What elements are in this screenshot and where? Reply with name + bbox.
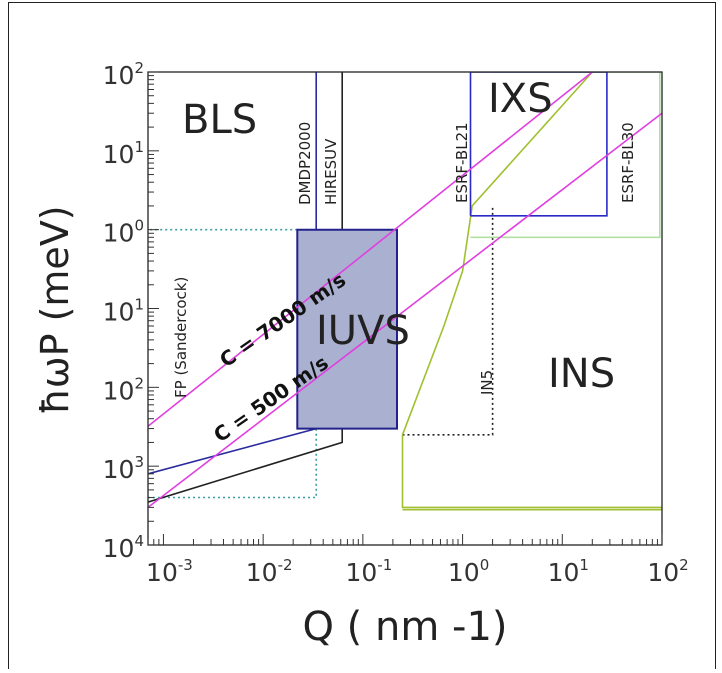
x-tick-label-base: 10	[345, 558, 377, 587]
x-axis-title: Q ( nm -1)	[302, 604, 507, 650]
series-esrf-bl21-line	[401, 72, 662, 511]
region-label-bls: BLS	[182, 97, 257, 143]
x-tick-label-exp: -3	[178, 556, 193, 574]
series-esrf-bl30-line	[470, 72, 661, 239]
series-layer	[148, 72, 662, 511]
y-tick-label-base: 10	[103, 534, 135, 563]
region-label-ixs: IXS	[488, 76, 553, 122]
y-tick-label: 101	[103, 138, 144, 169]
x-tick-label-base: 10	[146, 558, 178, 587]
y-tick-label-base: 10	[103, 140, 135, 169]
x-tick-label-exp: -1	[377, 556, 392, 574]
x-tick-label: 101	[548, 556, 589, 587]
y-tick-label-exp: 2	[134, 374, 144, 392]
y-tick-label-base: 10	[103, 219, 135, 248]
region-label-iuvs: IUVS	[316, 308, 410, 354]
y-tick-label-exp: 0	[134, 217, 144, 235]
x-tick-label-exp: 0	[480, 556, 490, 574]
line-label-bl21: ESRF-BL21	[453, 122, 471, 203]
line-label-bl30: ESRF-BL30	[619, 122, 637, 203]
x-tick-label: 10-1	[345, 556, 392, 587]
line-label-in5: IN5	[478, 370, 496, 395]
y-tick-label-exp: 1	[134, 296, 144, 314]
y-tick-label-exp: 4	[134, 532, 144, 550]
y-tick-label-exp: 3	[134, 453, 144, 471]
line-label-fp: FP (Sandercock)	[172, 277, 190, 398]
series-c-7000-m-s-line	[148, 72, 593, 427]
y-tick-label-exp: 1	[134, 138, 144, 156]
x-tick-label-base: 10	[647, 558, 679, 587]
y-tick-label: 102	[103, 374, 144, 405]
x-tick-label-base: 10	[246, 558, 278, 587]
y-tick-label-base: 10	[103, 61, 135, 90]
line-label-dmdp: DMDP2000	[296, 122, 314, 205]
axes-layer: 10-3 10-2 10-1 100 101 1021041031021011001011…	[103, 59, 689, 587]
x-tick-label: 10-3	[146, 556, 193, 587]
chart-frame	[8, 2, 716, 669]
y-tick-label: 104	[103, 532, 144, 563]
x-tick-label: 100	[448, 556, 489, 587]
x-tick-label-base: 10	[548, 558, 580, 587]
y-axis-title: ħωP (meV)	[33, 205, 77, 414]
y-tick-label: 103	[103, 453, 144, 484]
x-tick-label-exp: -2	[278, 556, 293, 574]
series-ixs-line	[469, 72, 608, 217]
x-tick-label: 102	[647, 556, 688, 587]
y-tick-label: 101	[103, 296, 144, 327]
x-tick-label-exp: 1	[579, 556, 589, 574]
series-hiresuv-line	[148, 72, 344, 503]
x-tick-label: 10-2	[246, 556, 293, 587]
y-tick-label: 102	[103, 59, 144, 90]
series-fp-sandercock-line	[148, 228, 318, 499]
y-tick-label-base: 10	[103, 376, 135, 405]
line-label-hiresuv: HIRESUV	[322, 138, 340, 205]
series-c-500-m-s-line	[148, 112, 662, 509]
series-iuvs-area	[296, 228, 398, 430]
region-label-ins: INS	[548, 351, 615, 397]
series-in5-line	[402, 205, 494, 436]
labels-layer: Q ( nm -1) ħωP (meV) BLS IXS INS IUVS FP (Sand…	[33, 76, 637, 650]
y-tick-label-base: 10	[103, 455, 135, 484]
y-tick-label-base: 10	[103, 298, 135, 327]
y-tick-label: 100	[103, 217, 144, 248]
x-tick-label-exp: 2	[679, 556, 689, 574]
y-tick-label-exp: 2	[134, 59, 144, 77]
x-tick-label-base: 10	[448, 558, 480, 587]
